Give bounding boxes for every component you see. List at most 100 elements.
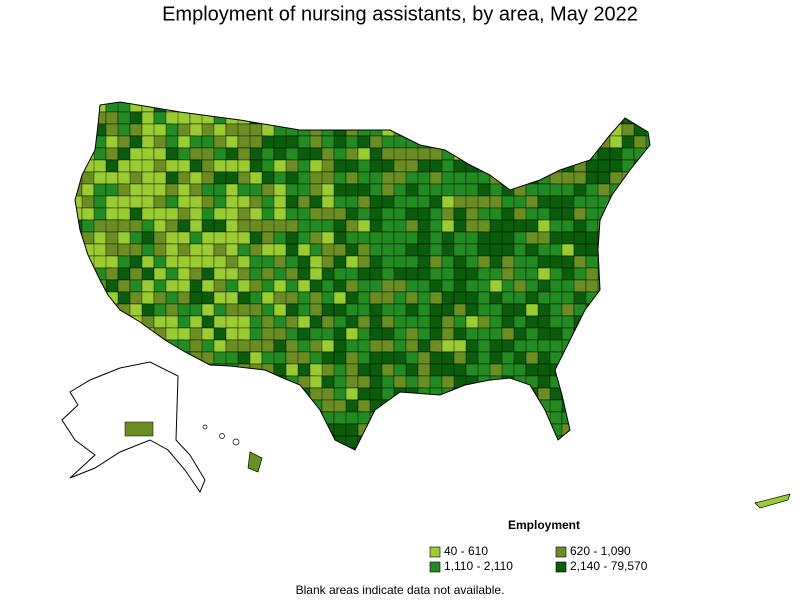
map-area (573, 399, 599, 413)
map-area (645, 102, 650, 113)
map-area (189, 411, 203, 425)
map-area (477, 111, 491, 125)
map-area (189, 135, 203, 149)
map-area (225, 375, 245, 389)
map-area (75, 207, 83, 221)
map-area (609, 375, 635, 389)
map-area (237, 255, 251, 269)
map-area (537, 207, 551, 221)
map-area (225, 291, 239, 305)
map-area (477, 447, 497, 450)
map-area (645, 111, 650, 125)
map-area (597, 399, 617, 413)
legend-label: 40 - 610 (444, 544, 488, 558)
map-area (225, 195, 239, 209)
map-area (417, 171, 431, 185)
map-area (609, 447, 629, 450)
map-area (165, 351, 179, 365)
map-area (633, 255, 650, 269)
map-area (573, 231, 587, 245)
map-area (189, 303, 203, 317)
map-area (213, 102, 239, 113)
map-area (261, 435, 281, 449)
map-area (453, 135, 479, 149)
map-area (645, 255, 650, 269)
map-area (465, 423, 485, 437)
map-area (405, 399, 425, 413)
map-area (417, 399, 431, 413)
map-area (321, 267, 335, 281)
map-area (573, 135, 593, 149)
map-area (573, 279, 587, 293)
map-area (117, 279, 131, 293)
map-area (658, 220, 670, 232)
map-area (597, 111, 611, 125)
map-area (561, 375, 581, 389)
map-area (537, 135, 563, 149)
map-area (75, 135, 83, 149)
map-area (333, 111, 347, 125)
map-area (453, 267, 467, 281)
map-area (645, 147, 650, 161)
map-area (645, 183, 650, 197)
map-area (633, 183, 650, 197)
map-area (658, 112, 682, 124)
map-area (621, 243, 641, 257)
map-area (429, 423, 455, 437)
map-area (465, 411, 479, 425)
map-area (453, 447, 479, 450)
map-area (453, 111, 467, 125)
map-area (153, 315, 167, 329)
map-area (357, 243, 371, 257)
map-area (333, 327, 347, 341)
map-area (393, 435, 413, 449)
map-area (645, 243, 650, 257)
map-area (633, 279, 650, 293)
map-area (393, 399, 407, 413)
map-area (453, 423, 467, 437)
map-area (417, 279, 431, 293)
map-area (537, 147, 563, 161)
map-area (249, 102, 269, 113)
map-area (465, 102, 479, 113)
map-area (525, 339, 539, 353)
map-area (261, 339, 275, 353)
map-area (621, 399, 641, 413)
map-area (297, 102, 311, 113)
map-area (369, 387, 383, 401)
map-area (357, 111, 383, 125)
map-area (549, 207, 563, 221)
map-area (81, 195, 95, 209)
map-area (237, 102, 251, 113)
map-area (141, 447, 161, 450)
map-area (658, 100, 670, 112)
map-area (465, 351, 479, 365)
map-area (237, 435, 263, 449)
map-area (75, 111, 89, 125)
map-area (501, 411, 515, 425)
map-area (189, 435, 209, 449)
map-area (93, 291, 107, 305)
map-area (285, 183, 299, 197)
map-area (597, 327, 611, 341)
map-area (345, 135, 359, 149)
map-area (381, 447, 395, 450)
map-area (321, 279, 335, 293)
map-area (621, 375, 641, 389)
map-area (549, 111, 569, 125)
map-area (93, 243, 107, 257)
map-area (105, 171, 119, 185)
map-area (573, 363, 593, 377)
map-area (405, 411, 419, 425)
legend-label: 1,110 - 2,110 (444, 559, 513, 573)
map-area (81, 315, 107, 329)
map-area (477, 147, 491, 161)
map-area (381, 231, 395, 245)
map-area (489, 447, 509, 450)
map-area (453, 387, 479, 401)
map-area (525, 423, 539, 437)
map-area (381, 375, 395, 389)
map-area (285, 231, 299, 245)
map-area (597, 339, 611, 353)
